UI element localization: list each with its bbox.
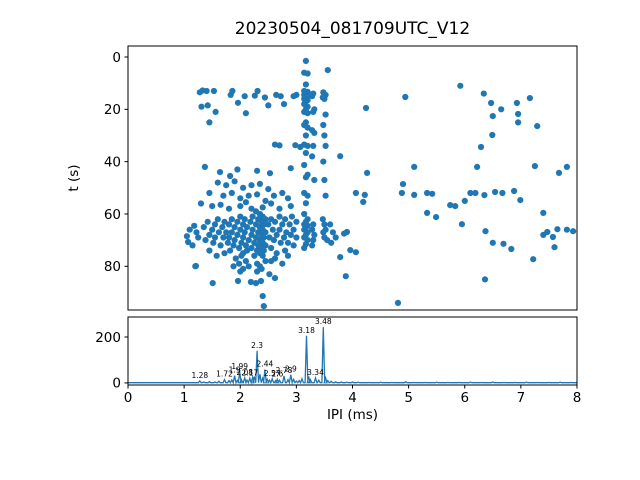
peak-label: 1.72 [216,370,233,379]
xtick-label: 1 [180,390,189,406]
peak-label: 2.17 [241,368,258,377]
peak-label: 1.9 [229,366,241,375]
peak-label: 1.28 [191,371,208,380]
ytick-label: 0 [112,50,121,66]
ytick-label: 0 [112,376,121,392]
ytick-label: 200 [95,330,121,346]
xtick-label: 3 [292,390,301,406]
peak-label: 2.44 [257,360,274,369]
peak-label: 2.78 [276,366,293,375]
peak-label: 2.3 [251,341,263,350]
peak-label: 3.48 [315,317,332,326]
xtick-label: 0 [124,390,133,406]
peak-label: 2.57 [264,369,281,378]
x-axis-label: IPI (ms) [326,407,379,423]
xtick-label: 8 [573,390,582,406]
scatter-points [183,57,577,310]
ytick-label: 60 [104,207,121,223]
ytick-label: 20 [104,102,121,118]
peak-label: 2.08 [236,368,253,377]
axes-spines [127,45,578,386]
figure-title: 20230504_081709UTC_V12 [234,19,471,39]
ytick-label: 40 [104,154,121,170]
peak-annotations: 1.28 1.721.91.992.082.17 2.3 2.442.572.62.7… [191,317,331,380]
peak-label: 3.18 [298,326,315,335]
peak-label: 1.99 [231,362,248,371]
xtick-label: 4 [348,390,357,406]
peak-label: 2.9 [285,365,297,374]
axis-ticks: 0 20 40 60 80 0 200 0 1 2 3 4 5 6 7 8 [95,50,581,406]
xtick-label: 5 [404,390,413,406]
xtick-label: 6 [460,390,469,406]
xtick-label: 2 [236,390,245,406]
ytick-label: 80 [104,259,121,275]
histogram-trace [128,327,577,385]
peak-label: 2.6 [271,369,283,378]
peak-label: 3.34 [307,368,324,377]
xtick-label: 7 [517,390,526,406]
